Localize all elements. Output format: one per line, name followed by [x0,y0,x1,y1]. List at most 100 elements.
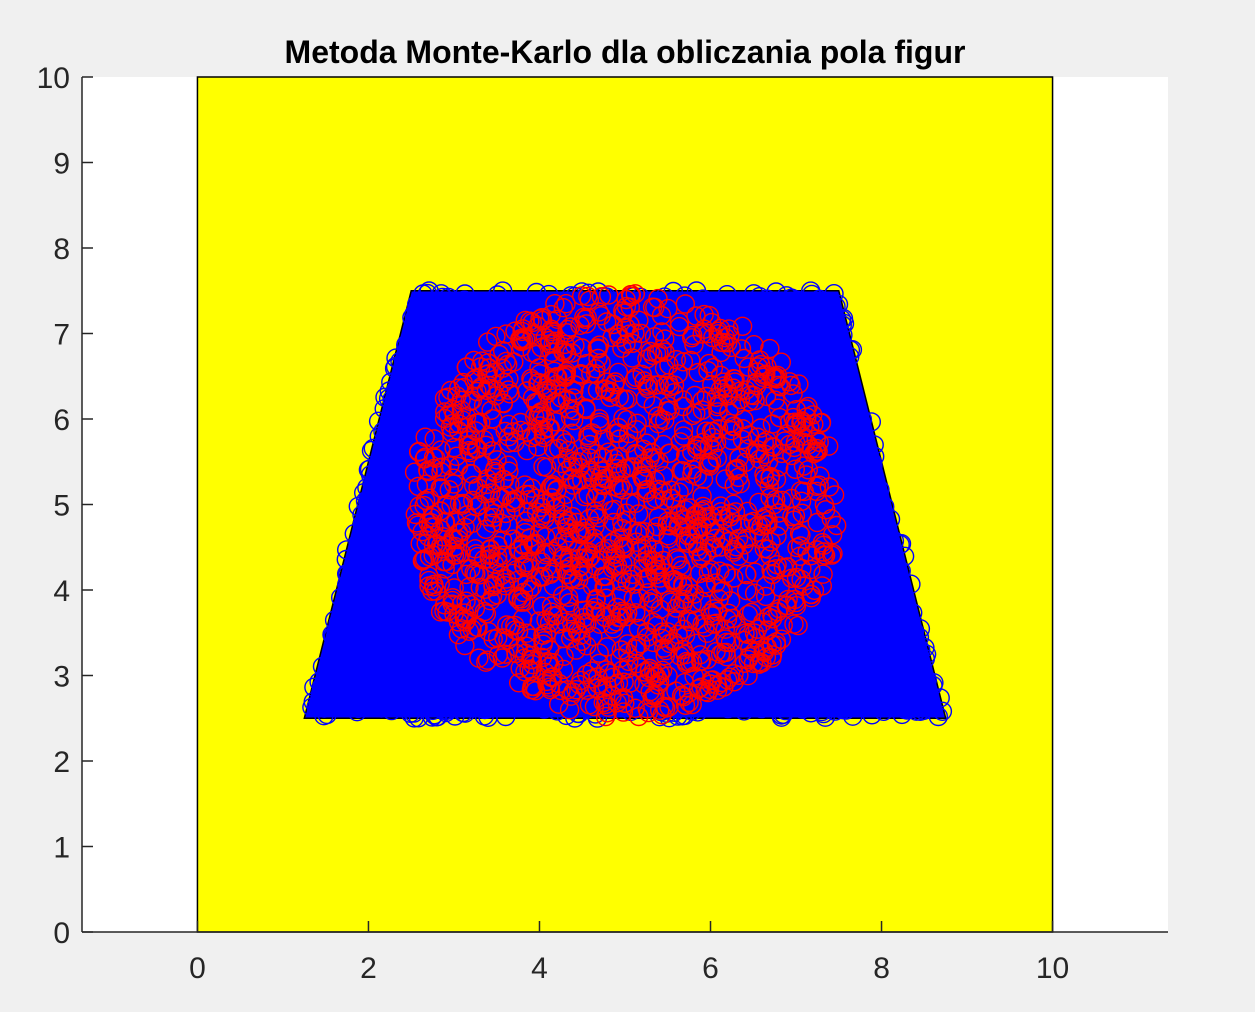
series-1-point [628,504,649,524]
series-1-point [789,523,810,543]
series-0-point [890,534,910,555]
series-1-point [745,390,765,411]
series-0-point [493,281,513,301]
series-1-point [801,546,821,566]
series-1-point [801,559,821,580]
series-0-point [860,626,880,646]
series-0-point [543,296,563,316]
series-1-point [539,613,560,633]
series-0-point [386,599,407,619]
series-1-point [688,536,708,557]
series-1-point [655,329,675,349]
series-1-point [765,390,785,410]
series-1-point [435,402,455,422]
series-0-point [464,676,485,696]
series-0-point [741,319,762,339]
series-0-point [581,507,602,528]
series-1-point [576,314,597,334]
series-1-point [513,555,534,576]
series-1-point [747,427,768,447]
series-1-point [455,612,475,632]
series-1-point [577,353,597,374]
series-1-point [433,527,453,547]
series-0-point [831,411,851,431]
series-0-point [404,304,424,324]
series-0-point [462,667,482,687]
series-0-point [398,563,418,584]
x-tick-label: 6 [702,952,719,985]
series-0-point [303,692,323,712]
series-1-point [489,381,509,402]
series-0-point [848,606,868,626]
series-0-point [408,545,429,565]
series-1-point [593,566,613,587]
series-0-point [429,368,449,388]
series-1-point [679,652,700,673]
series-0-point [360,465,381,485]
series-1-point [745,562,765,582]
series-1-point [511,589,532,609]
series-1-point [614,303,634,323]
y-tick-label: 0 [53,917,70,950]
series-1-point [576,664,597,684]
series-1-point [723,542,744,562]
series-0-point [879,695,900,715]
series-1-point [482,586,503,606]
series-1-point [692,440,713,460]
series-1-point [469,648,489,668]
series-1-point [460,391,480,412]
series-0-point [817,596,838,616]
series-1-point [582,423,602,443]
series-0-point [804,619,824,640]
series-1-point [725,372,745,392]
series-1-point [495,421,515,442]
series-1-point [443,468,464,488]
series-0-point [368,485,388,505]
series-1-point [466,439,486,459]
series-1-point [476,380,497,400]
series-0-point [354,483,374,503]
series-0-point [368,411,389,431]
series-1-point [636,480,656,500]
series-1-point [627,413,647,433]
series-0-point [408,597,428,617]
series-1-point [534,631,554,651]
series-0-point [836,584,856,605]
series-0-point [787,687,807,707]
series-0-point [832,315,852,335]
series-1-point [426,581,446,601]
series-0-point [389,656,410,676]
series-1-point [485,459,505,479]
series-1-point [624,574,644,594]
series-1-markers [404,284,847,727]
series-0-point [822,591,842,611]
series-0-point [786,307,807,327]
series-0-point [884,580,904,601]
series-1-point [477,469,497,489]
series-0-point [373,459,393,480]
series-0-point [843,692,863,712]
series-1-point [551,453,571,474]
series-0-point [863,651,883,671]
series-1-point [591,353,611,373]
series-0-point [508,458,528,478]
series-1-point [587,338,607,358]
series-1-point [451,543,471,563]
series-1-point [449,421,469,441]
series-0-point [692,478,713,498]
series-0-point [441,697,462,717]
series-0-point [438,350,458,371]
series-0-point [562,300,582,320]
series-1-point [634,439,654,460]
series-1-point [696,421,716,441]
series-0-point [915,683,935,703]
series-1-point [682,442,702,463]
series-1-point [801,584,822,605]
series-0-point [797,670,818,691]
series-1-point [625,698,645,718]
y-tick-label: 7 [53,319,70,352]
series-1-point [678,584,698,604]
series-1-point [711,342,731,363]
series-1-point [608,362,629,383]
series-0-point [455,284,475,304]
